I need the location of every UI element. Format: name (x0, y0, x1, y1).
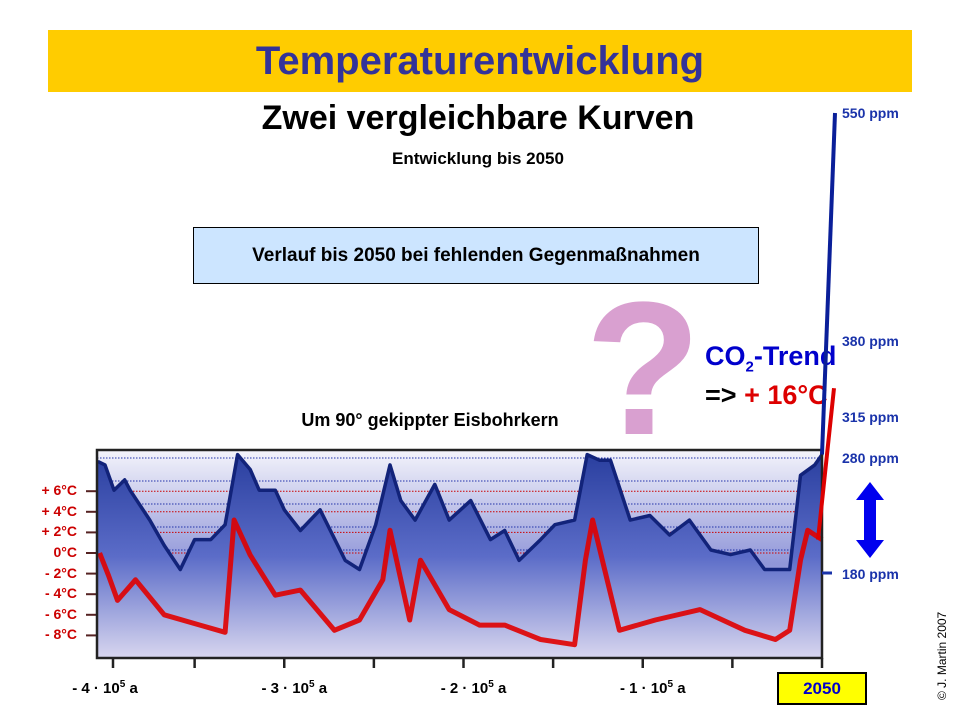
temp-tick-label: - 2°C (44, 564, 77, 581)
question-mark: ? (585, 263, 702, 475)
co2-suffix: -Trend (753, 341, 837, 371)
co2-trend-label: CO2-Trend (705, 340, 837, 376)
subtitle-2: Entwicklung bis 2050 (392, 149, 564, 168)
title-bar: Temperaturentwicklung (48, 30, 912, 92)
plot-frame (95, 448, 824, 660)
x-tick-label: - 2 · 105 a (441, 679, 507, 697)
ppm-label: 380 ppm (842, 333, 899, 349)
x-label-label: - 1 · 10 (619, 680, 668, 697)
ppm-label: 315 ppm (842, 409, 899, 425)
co2-area (97, 454, 823, 658)
ppm-label: 550 ppm (842, 105, 899, 121)
x-label-label: - 4 · 10 (72, 680, 120, 697)
year-2050-box: 2050 (777, 672, 867, 705)
vertical-double-arrow-icon (856, 482, 884, 558)
co2-trend-line (820, 112, 837, 455)
temperature-trend-line (816, 387, 836, 540)
temperature-line (97, 517, 824, 648)
x-tick-label: - 3 · 105 a (261, 679, 327, 697)
temp-tick-label: + 4°C (41, 502, 77, 519)
scenario-box: Verlauf bis 2050 bei fehlenden Gegenmaßn… (193, 227, 759, 284)
result-value: + 16°C (744, 380, 828, 410)
result-label: => + 16°C (705, 380, 828, 411)
temp-tick-label: + 6°C (41, 482, 77, 499)
x-label-exp: 5 (119, 679, 126, 690)
result-arrow: => (705, 380, 737, 410)
temp-tick-label: - 6°C (44, 605, 77, 622)
temp-tick-label: + 2°C (41, 523, 77, 540)
x-label-exp: 5 (667, 679, 674, 690)
x-label-label: - 3 · 10 (261, 680, 309, 697)
x-label-unit: a (314, 680, 328, 697)
co2-line (97, 452, 824, 572)
x-label-label: - 2 · 10 (440, 680, 489, 697)
x-label-unit: a (493, 680, 507, 697)
slide-title: Temperaturentwicklung (255, 38, 705, 83)
chart-title: Um 90° gekippter Eisbohrkern (301, 410, 559, 430)
temp-tick-label: - 4°C (44, 585, 77, 602)
x-tick-label: - 1 · 105 a (620, 679, 686, 697)
x-label-unit: a (125, 680, 138, 697)
x-tick-label: - 4 · 105 a (72, 679, 138, 697)
subtitle: Zwei vergleichbare Kurven (261, 99, 695, 137)
x-label-exp: 5 (488, 679, 494, 690)
x-label-unit: a (673, 680, 686, 697)
temp-tick-label: 0°C (53, 544, 78, 560)
x-label-exp: 5 (308, 679, 315, 690)
ppm-label: 180 ppm (842, 566, 899, 582)
co2-sub: 2 (745, 358, 754, 376)
copyright: © J. Martin 2007 (935, 611, 949, 700)
co2-prefix: CO (705, 341, 746, 371)
temp-tick-label: - 8°C (44, 626, 77, 643)
ppm-label: 280 ppm (842, 450, 899, 466)
